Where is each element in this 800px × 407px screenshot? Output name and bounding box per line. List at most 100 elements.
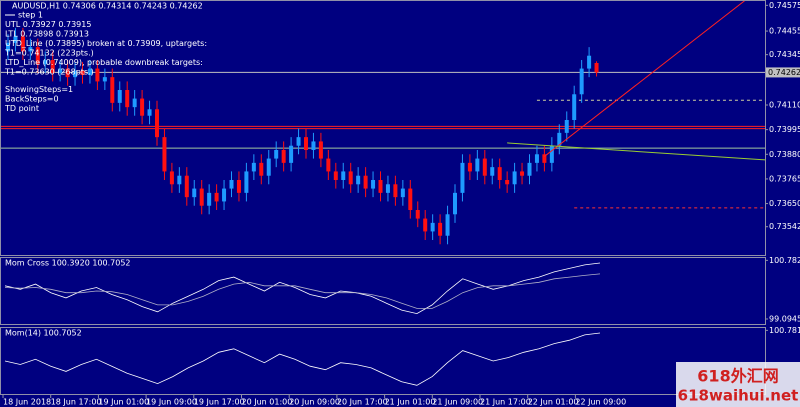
x-tick-label: 22 Jun 09:00 <box>575 398 626 407</box>
candle-body <box>587 55 592 69</box>
candle-body <box>296 137 301 146</box>
candle-body <box>222 188 227 202</box>
x-tick-label: 18 Jun 2018 <box>3 398 51 407</box>
candle-body <box>6 42 10 52</box>
price-label: 0.74262 <box>768 68 800 77</box>
candle-body <box>251 162 256 172</box>
watermark: 618外汇网 <box>697 367 778 386</box>
candle-body <box>236 180 241 193</box>
x-tick-label: 19 Jun 01:00 <box>98 398 149 407</box>
watermark: 618waihui.net <box>678 387 799 405</box>
candle-body <box>423 218 428 232</box>
candle-body <box>564 120 569 133</box>
candle-body <box>304 137 308 150</box>
candle-body <box>371 180 376 189</box>
y-tick-label: 99.0945 <box>769 314 800 323</box>
candle-body <box>147 109 152 116</box>
candle-body <box>512 171 517 185</box>
candle-body <box>497 167 502 180</box>
candle-body <box>326 158 331 172</box>
trend-line <box>544 1 746 157</box>
candle-body <box>557 132 562 146</box>
annotation: LTL 0.73898 0.73913 <box>5 30 89 39</box>
candle-body <box>58 68 63 73</box>
candle-body <box>87 68 92 75</box>
candle-body <box>385 184 390 193</box>
candle-body <box>438 222 443 236</box>
candle-body <box>400 188 405 198</box>
candle-body <box>125 90 130 108</box>
indicator-line <box>4 332 601 386</box>
candle-body <box>50 60 55 73</box>
candle-body <box>467 162 472 172</box>
candle-body <box>214 192 219 202</box>
x-tick-label: 21 Jun 01:00 <box>385 398 436 407</box>
candle-body <box>490 167 495 176</box>
trend-line <box>507 142 765 161</box>
y-tick-label: 0.73880 <box>769 150 800 159</box>
candle-body <box>177 175 182 185</box>
candle-body <box>520 171 525 176</box>
x-tick-label: 19 Jun 17:00 <box>194 398 245 407</box>
candle-body <box>281 150 286 163</box>
candle-body <box>13 36 18 43</box>
indicator-title: Mom Cross 100.3920 100.7052 <box>5 259 131 268</box>
candle-body <box>43 60 48 65</box>
candle-body <box>155 109 159 138</box>
annotation: T1=0.74132 (223pts.) <box>4 49 94 58</box>
candle-body <box>341 171 346 180</box>
x-tick-label: 19 Jun 09:00 <box>146 398 197 407</box>
candle-body <box>453 192 457 215</box>
indicator-line <box>4 273 601 309</box>
candle-body <box>527 162 532 176</box>
candle-body <box>65 68 70 78</box>
indicator-title: Mom(14) 100.7052 <box>5 329 82 338</box>
candle-body <box>460 162 465 193</box>
candle-body <box>169 171 174 185</box>
y-tick-label: 0.73542 <box>769 222 800 231</box>
candle-body <box>393 184 398 198</box>
x-tick-label: 20 Jun 01:00 <box>242 398 293 407</box>
candle-body <box>259 162 264 176</box>
y-tick-label: 0.74110 <box>769 101 800 110</box>
y-tick-label: 0.74455 <box>769 27 800 36</box>
candle-body <box>80 70 85 75</box>
candle-body <box>192 188 197 198</box>
candle-body <box>311 141 316 150</box>
candle-body <box>333 171 338 180</box>
candle-body <box>117 90 122 103</box>
candle-body <box>28 47 33 52</box>
candle-body <box>356 175 361 185</box>
y-tick-label: 0.73995 <box>769 125 800 134</box>
candle-body <box>534 154 539 163</box>
candle-body <box>408 188 413 210</box>
candle-body <box>572 94 577 120</box>
candle-body <box>35 47 40 65</box>
annotation: UTL 0.73927 0.73915 <box>5 20 91 29</box>
candle-body <box>140 98 145 116</box>
chart-title: AUDUSD,H1 0.74306 0.74314 0.74243 0.7426… <box>12 2 203 11</box>
x-tick-label: 21 Jun 17:00 <box>480 398 531 407</box>
candle-body <box>549 145 554 163</box>
watermark-bg <box>676 362 800 407</box>
y-tick-label: 0.73650 <box>769 199 800 208</box>
y-tick-label: 0.73765 <box>769 174 800 183</box>
frame <box>0 0 766 395</box>
annotation: T1=0.73630 (268pts.) <box>4 68 94 77</box>
annotation: ShowingSteps=1 <box>5 85 73 94</box>
y-tick-label: 0.74345 <box>769 50 800 59</box>
candle-body <box>20 36 25 52</box>
candle-body <box>594 63 599 73</box>
candle-body <box>73 70 78 78</box>
candle-body <box>378 180 383 193</box>
y-tick-label: 100.7819 <box>769 326 800 335</box>
candle-body <box>244 171 249 193</box>
candle-body <box>430 222 435 232</box>
annotation: UTD_Line (0.73895) broken at 0.73909, up… <box>5 39 207 48</box>
candle-body <box>199 188 204 206</box>
candle-body <box>102 77 107 82</box>
candle-body <box>95 68 100 82</box>
candle-body <box>274 150 279 159</box>
